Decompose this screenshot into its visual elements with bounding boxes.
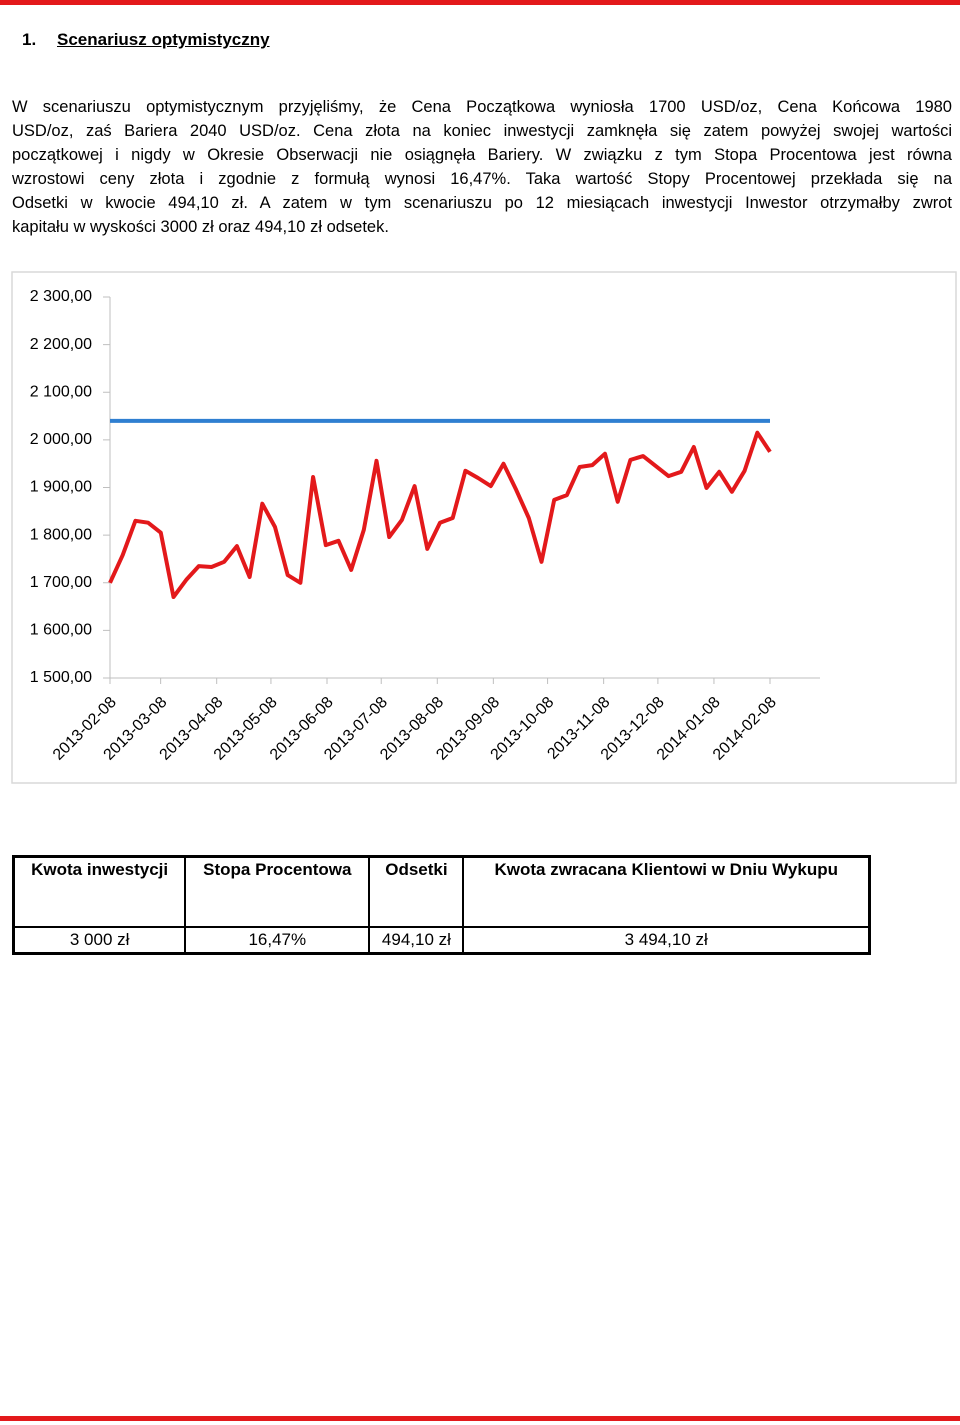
top-rule xyxy=(0,0,960,5)
paragraph-line: początkowej i nigdy w Okresie Obserwacji… xyxy=(12,146,952,164)
y-tick-label: 2 200,00 xyxy=(30,336,92,353)
y-tick-label: 2 300,00 xyxy=(30,288,92,305)
table-header: Kwota inwestycji Stopa Procentowa Odsetki K… xyxy=(12,855,871,928)
y-tick-label: 2 000,00 xyxy=(30,431,92,448)
header-cell: Odsetki xyxy=(368,855,465,928)
header-cell: Stopa Procentowa xyxy=(184,855,371,928)
chart: 1 500,00 1 600,00 1 700,00 1 800,00 1 900,00… xyxy=(11,271,957,784)
table-cell: 3 000 zł xyxy=(12,926,187,955)
y-tick-label: 1 500,00 xyxy=(30,669,92,686)
header-cell: Kwota zwracana Klientowi w Dniu Wykupu xyxy=(462,855,871,928)
bottom-rule xyxy=(0,1416,960,1421)
paragraph: W scenariuszu optymistycznym przyjęliśmy… xyxy=(12,95,952,239)
chart-frame xyxy=(11,271,957,784)
paragraph-line: kapitału w wyskości 3000 zł oraz 494,10 … xyxy=(12,218,389,236)
y-tick-label: 1 600,00 xyxy=(30,622,92,639)
y-tick-label: 1 900,00 xyxy=(30,479,92,496)
results-table: Kwota inwestycji Stopa Procentowa Odsetki K… xyxy=(12,855,871,955)
header-cell: Kwota inwestycji xyxy=(12,855,187,928)
paragraph-line: W scenariuszu optymistycznym przyjęliśmy… xyxy=(12,98,952,116)
y-tick-label: 1 800,00 xyxy=(30,526,92,543)
paragraph-line: USD/oz, zaś Bariera 2040 USD/oz. Cena zł… xyxy=(12,122,952,140)
table-cell: 494,10 zł xyxy=(368,926,465,955)
section-number: 1. xyxy=(22,30,37,49)
price-line xyxy=(108,430,772,599)
table-cell: 16,47% xyxy=(184,926,371,955)
table-row: 3 000 zł 16,47% 494,10 zł 3 494,10 zł xyxy=(12,926,871,955)
section-title: Scenariusz optymistyczny xyxy=(57,30,270,49)
y-tick-label: 2 100,00 xyxy=(30,383,92,400)
paragraph-line: Odsetki w kwocie 494,10 zł. A zatem w ty… xyxy=(12,194,952,212)
table-body: 3 000 zł 16,47% 494,10 zł 3 494,10 zł xyxy=(12,926,871,955)
paragraph-line: wzrostowi ceny złota i zgodnie z formułą… xyxy=(12,170,952,188)
y-tick-label: 1 700,00 xyxy=(30,574,92,591)
table-cell: 3 494,10 zł xyxy=(462,926,871,955)
